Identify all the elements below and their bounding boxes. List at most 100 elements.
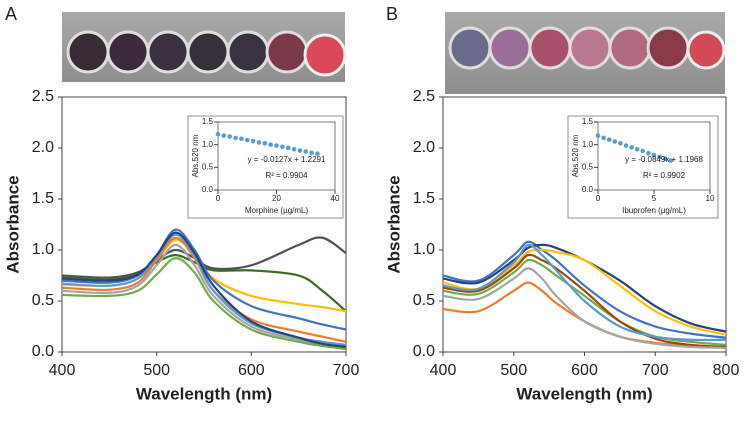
y-axis-label: Absorbance [384,175,403,273]
x-tick-label: 40 [331,194,340,203]
y-tick-label: 2.0 [413,139,435,156]
x-tick-label: 0 [596,194,601,203]
data-point [651,152,657,158]
y-axis-label: Abs.520 nm [571,134,580,177]
data-point [646,150,651,156]
spectrum-line [443,243,726,342]
data-point [657,154,662,160]
spectrum-line [62,236,346,343]
data-point [640,148,646,154]
y-tick-label: 0.0 [582,185,594,194]
x-tick-label: 500 [500,362,527,379]
data-point [606,137,612,142]
y-axis-label: Absorbance [3,175,22,273]
data-point [309,150,314,156]
data-point [612,139,618,144]
data-point [239,136,244,142]
data-point [256,140,262,145]
y-axis-label: Abs.520 nm [191,134,200,177]
plot-lines [62,228,346,351]
x-tick-label: 400 [430,362,457,379]
y-tick-label: 1.0 [32,241,54,258]
spectrum-line [443,281,726,348]
x-tick-label: 600 [571,362,598,379]
x-tick-label: 800 [713,362,740,379]
data-point [268,142,273,147]
y-tick-label: 0.0 [202,185,214,194]
data-point [668,158,674,163]
panel-label: A [5,4,17,24]
spectrum-line [443,248,726,336]
x-axis-label: Wavelength (nm) [516,384,652,403]
spectrum-line [62,231,346,348]
x-tick-label: 0 [216,194,221,203]
x-tick-label: 5 [652,194,657,203]
regression-annotation: y = -0.0127x + 1.2291 [248,155,326,164]
x-tick-label: 10 [706,194,715,203]
spectrum-line [443,267,726,350]
x-tick-label: 20 [272,194,281,203]
y-tick-label: 0.5 [413,292,435,309]
regression-annotation: R² = 0.9902 [643,171,686,180]
data-point [601,135,606,141]
data-point [662,156,668,162]
data-point [250,138,256,144]
x-axis-label: Ibuprofen (µg/mL) [622,206,686,215]
data-point [227,134,232,139]
vial-photo-b [445,12,726,94]
data-point [618,141,623,146]
x-tick-label: 500 [143,362,170,379]
data-point [629,145,634,150]
x-tick-label: 700 [642,362,669,379]
plot-frame [61,96,347,353]
spectrum-line [443,253,726,348]
y-tick-label: 0.5 [32,292,54,309]
x-tick-label: 600 [238,362,265,379]
y-tick-label: 0.0 [413,343,435,360]
data-point [315,151,320,157]
data-point [623,143,629,148]
data-point [215,131,221,137]
y-tick-label: 2.0 [32,139,54,156]
panel-label: B [386,4,398,24]
y-tick-label: 0.5 [582,162,594,171]
inset-background [187,115,344,219]
y-tick-label: 1.5 [582,117,594,126]
y-tick-label: 2.5 [32,88,54,105]
x-tick-label: 700 [333,362,360,379]
data-point [274,143,279,148]
x-axis-label: Morphine (µg/mL) [245,206,309,215]
data-point [262,141,268,146]
data-point [595,133,601,138]
spectrum-line [443,243,726,333]
spectrum-line [62,257,346,351]
data-point [244,137,250,143]
spectrum-line [62,228,346,331]
data-point [303,149,309,154]
y-tick-label: 1.0 [202,140,214,149]
y-tick-label: 0.0 [32,343,54,360]
data-point [297,148,303,153]
data-point [221,133,227,138]
data-point [291,146,297,152]
regression-annotation: R² = 0.9904 [265,171,308,180]
data-point [233,135,238,141]
y-tick-label: 1.5 [413,190,435,207]
y-tick-label: 1.5 [202,117,214,126]
y-tick-label: 0.5 [202,162,214,171]
spectrum-line [62,243,346,348]
x-tick-label: 400 [49,362,76,379]
inset-background [567,115,719,219]
spectrum-line [62,253,346,313]
vial-photo-a [62,12,347,82]
data-point [285,145,291,151]
data-point [634,146,640,152]
x-axis-label: Wavelength (nm) [136,384,272,403]
data-point [280,144,285,150]
y-tick-label: 1.0 [582,140,594,149]
y-tick-label: 1.0 [413,241,435,258]
y-tick-label: 1.5 [32,190,54,207]
regression-annotation: y = -0.0849x + 1.1968 [625,155,703,164]
y-tick-label: 2.5 [413,88,435,105]
